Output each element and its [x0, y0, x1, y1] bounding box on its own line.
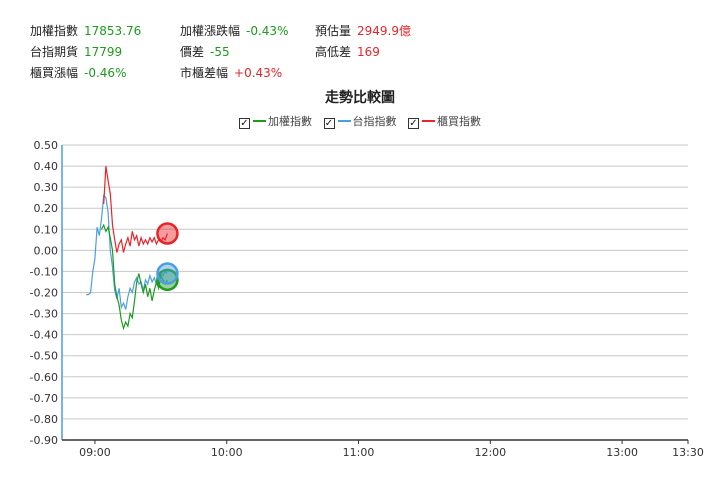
x-tick-label: 09:00: [79, 446, 111, 459]
weighted-change-label: 加權漲跌幅: [180, 24, 241, 38]
info-otc-diff: 市櫃差幅 +0.43%: [180, 66, 282, 80]
legend-checkbox-weighted[interactable]: ✓: [239, 118, 250, 129]
otc-diff-label: 市櫃差幅: [180, 66, 229, 80]
series-endpoint-marker: [156, 268, 179, 292]
series-endpoint-marker: [156, 222, 179, 245]
legend-swatch-otc: [422, 120, 435, 122]
y-tick-label: 0.40: [34, 160, 59, 173]
futures-label: 台指期貨: [30, 45, 79, 59]
y-tick-label: -0.10: [30, 265, 58, 278]
info-high-low: 高低差 169: [315, 45, 380, 59]
info-weighted-index: 加權指數 17853.76: [30, 24, 141, 38]
info-estimated-volume: 預估量 2949.9億: [315, 24, 411, 38]
info-spread: 價差 -55: [180, 45, 230, 59]
y-tick-label: 0.00: [34, 244, 59, 257]
legend-label-weighted: 加權指數: [268, 115, 312, 128]
futures-value: 17799: [84, 45, 123, 59]
legend-label-taifex: 台指指數: [352, 115, 397, 128]
legend-checkbox-taifex[interactable]: ✓: [323, 118, 335, 129]
spread-value: -55: [210, 45, 230, 59]
y-tick-label: -0.60: [30, 371, 58, 384]
info-otc-change: 櫃買漲幅 -0.46%: [30, 66, 126, 80]
legend-label-otc: 櫃買指數: [437, 115, 481, 128]
y-tick-label: 0.30: [34, 181, 59, 194]
y-tick-label: -0.70: [30, 392, 58, 405]
legend-swatch-taifex: [337, 120, 351, 122]
info-futures: 台指期貨 17799: [30, 45, 122, 59]
x-tick-label: 11:00: [343, 446, 375, 459]
y-tick-label: 0.50: [34, 139, 59, 152]
legend-swatch-weighted: [253, 120, 266, 122]
legend-item-taifex[interactable]: ✓ 台指指數: [323, 113, 397, 129]
estimated-volume-label: 預估量: [315, 24, 352, 38]
x-tick-label: 13:00: [606, 446, 638, 459]
x-tick-label: 10:00: [211, 446, 243, 459]
series-line: [86, 194, 168, 310]
series-line: [103, 166, 168, 253]
weighted-index-label: 加權指數: [30, 24, 79, 38]
y-tick-label: -0.20: [30, 287, 58, 300]
x-tick-label: 13:30: [672, 446, 704, 459]
legend-item-otc[interactable]: ✓ 櫃買指數: [408, 113, 481, 129]
chart-legend: ✓ 加權指數 ✓ 台指指數 ✓ 櫃買指數: [0, 113, 720, 129]
y-tick-label: -0.80: [30, 413, 58, 426]
info-weighted-change: 加權漲跌幅 -0.43%: [180, 24, 288, 38]
y-tick-label: 0.20: [34, 202, 59, 215]
chart-title: 走勢比較圖: [325, 90, 395, 106]
legend-item-weighted[interactable]: ✓ 加權指數: [239, 113, 312, 129]
y-tick-label: -0.90: [30, 434, 58, 447]
y-tick-label: -0.40: [30, 329, 58, 342]
high-low-value: 169: [357, 45, 380, 59]
weighted-change-value: -0.43%: [246, 24, 289, 38]
y-tick-label: 0.10: [34, 223, 59, 236]
otc-diff-value: +0.43%: [234, 66, 283, 80]
x-tick-label: 12:00: [474, 446, 506, 459]
estimated-volume-value: 2949.9億: [357, 24, 412, 38]
y-tick-label: -0.50: [30, 350, 58, 363]
weighted-index-value: 17853.76: [84, 24, 142, 38]
series-endpoint-marker: [156, 262, 179, 285]
legend-checkbox-otc[interactable]: ✓: [408, 118, 419, 129]
y-tick-label: -0.30: [30, 308, 58, 321]
otc-change-label: 櫃買漲幅: [30, 66, 79, 80]
spread-label: 價差: [180, 45, 205, 59]
otc-change-value: -0.46%: [84, 66, 127, 80]
high-low-label: 高低差: [315, 45, 352, 59]
